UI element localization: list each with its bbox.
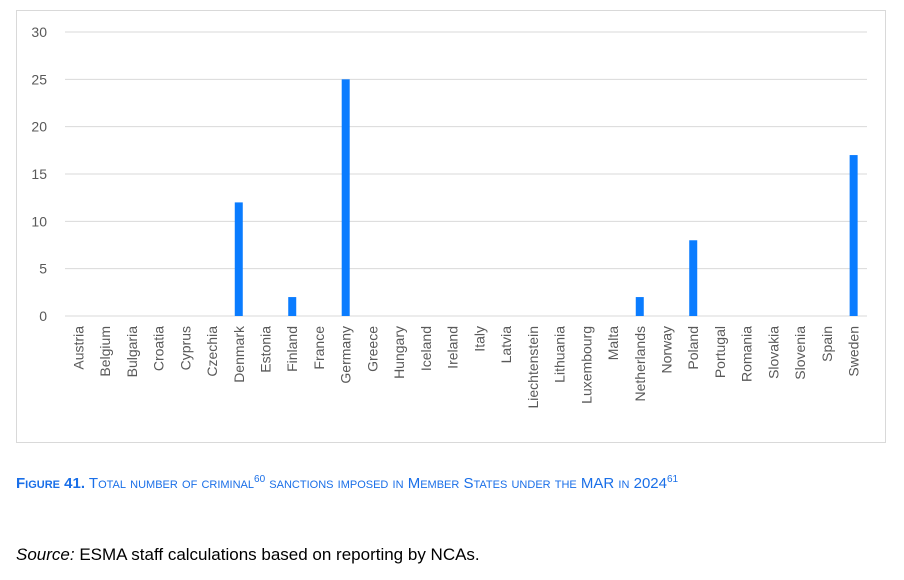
x-tick-label: Germany	[338, 326, 354, 384]
x-tick-label: Luxembourg	[578, 326, 594, 404]
x-tick-label: Iceland	[418, 326, 434, 371]
y-tick-label: 30	[31, 24, 47, 40]
source-label: Source:	[16, 545, 75, 564]
y-tick-label: 0	[39, 308, 47, 324]
figure-caption: Figure 41. Total number of criminal60 sa…	[16, 474, 896, 494]
x-tick-label: Sweden	[846, 326, 862, 377]
bar-netherlands	[635, 297, 644, 316]
x-tick-label: Belgium	[97, 326, 113, 377]
x-tick-label: France	[311, 326, 327, 370]
x-tick-label: Czechia	[204, 326, 220, 377]
x-tick-label: Romania	[739, 326, 755, 382]
x-tick-label: Austria	[70, 326, 86, 370]
bar-sweden	[849, 155, 858, 316]
figure-label: Figure 41.	[16, 475, 86, 492]
source-note: Source: ESMA staff calculations based on…	[16, 545, 480, 565]
caption-text-1: Total number of criminal	[85, 475, 255, 492]
caption-text-2: sanctions imposed in Member States under…	[265, 475, 667, 492]
x-tick-label: Hungary	[391, 326, 407, 379]
bar-germany	[341, 79, 350, 316]
y-tick-label: 20	[31, 119, 47, 135]
x-tick-label: Slovenia	[792, 326, 808, 380]
bar-denmark	[234, 202, 243, 316]
bar-poland	[689, 240, 698, 316]
bar-chart: 0 5 10 15 20 25 30 Austria Belgium Bulgaria Croati…	[31, 24, 867, 409]
x-tick-label: Portugal	[712, 326, 728, 378]
y-tick-label: 10	[31, 213, 47, 229]
y-tick-label: 25	[31, 71, 47, 87]
y-tick-label: 15	[31, 166, 47, 182]
x-tick-label: Poland	[685, 326, 701, 370]
x-tick-label: Liechtenstein	[525, 326, 541, 409]
x-tick-label: Greece	[364, 326, 380, 372]
x-tick-label: Italy	[471, 326, 487, 352]
footnote-ref-61: 61	[666, 474, 679, 485]
x-tick-label: Finland	[284, 326, 300, 372]
x-tick-label: Bulgaria	[124, 326, 140, 378]
x-tick-label: Cyprus	[177, 326, 193, 370]
bar-finland	[288, 297, 297, 316]
x-tick-label: Malta	[605, 326, 621, 360]
x-tick-label: Slovakia	[765, 326, 781, 379]
x-tick-label: Denmark	[231, 325, 247, 383]
x-tick-label: Croatia	[151, 326, 167, 371]
x-tick-label: Norway	[659, 326, 675, 373]
x-tick-label: Lithuania	[552, 326, 568, 383]
chart-frame: 0 5 10 15 20 25 30 Austria Belgium Bulgaria Croati…	[16, 10, 886, 443]
source-text: ESMA staff calculations based on reporti…	[74, 545, 480, 564]
x-tick-label: Netherlands	[632, 326, 648, 402]
y-tick-label: 5	[39, 261, 47, 277]
x-tick-label: Ireland	[445, 326, 461, 369]
x-tick-label: Latvia	[498, 326, 514, 364]
x-tick-label: Spain	[819, 326, 835, 362]
footnote-ref-60: 60	[254, 474, 266, 485]
x-tick-label: Estonia	[258, 326, 274, 373]
